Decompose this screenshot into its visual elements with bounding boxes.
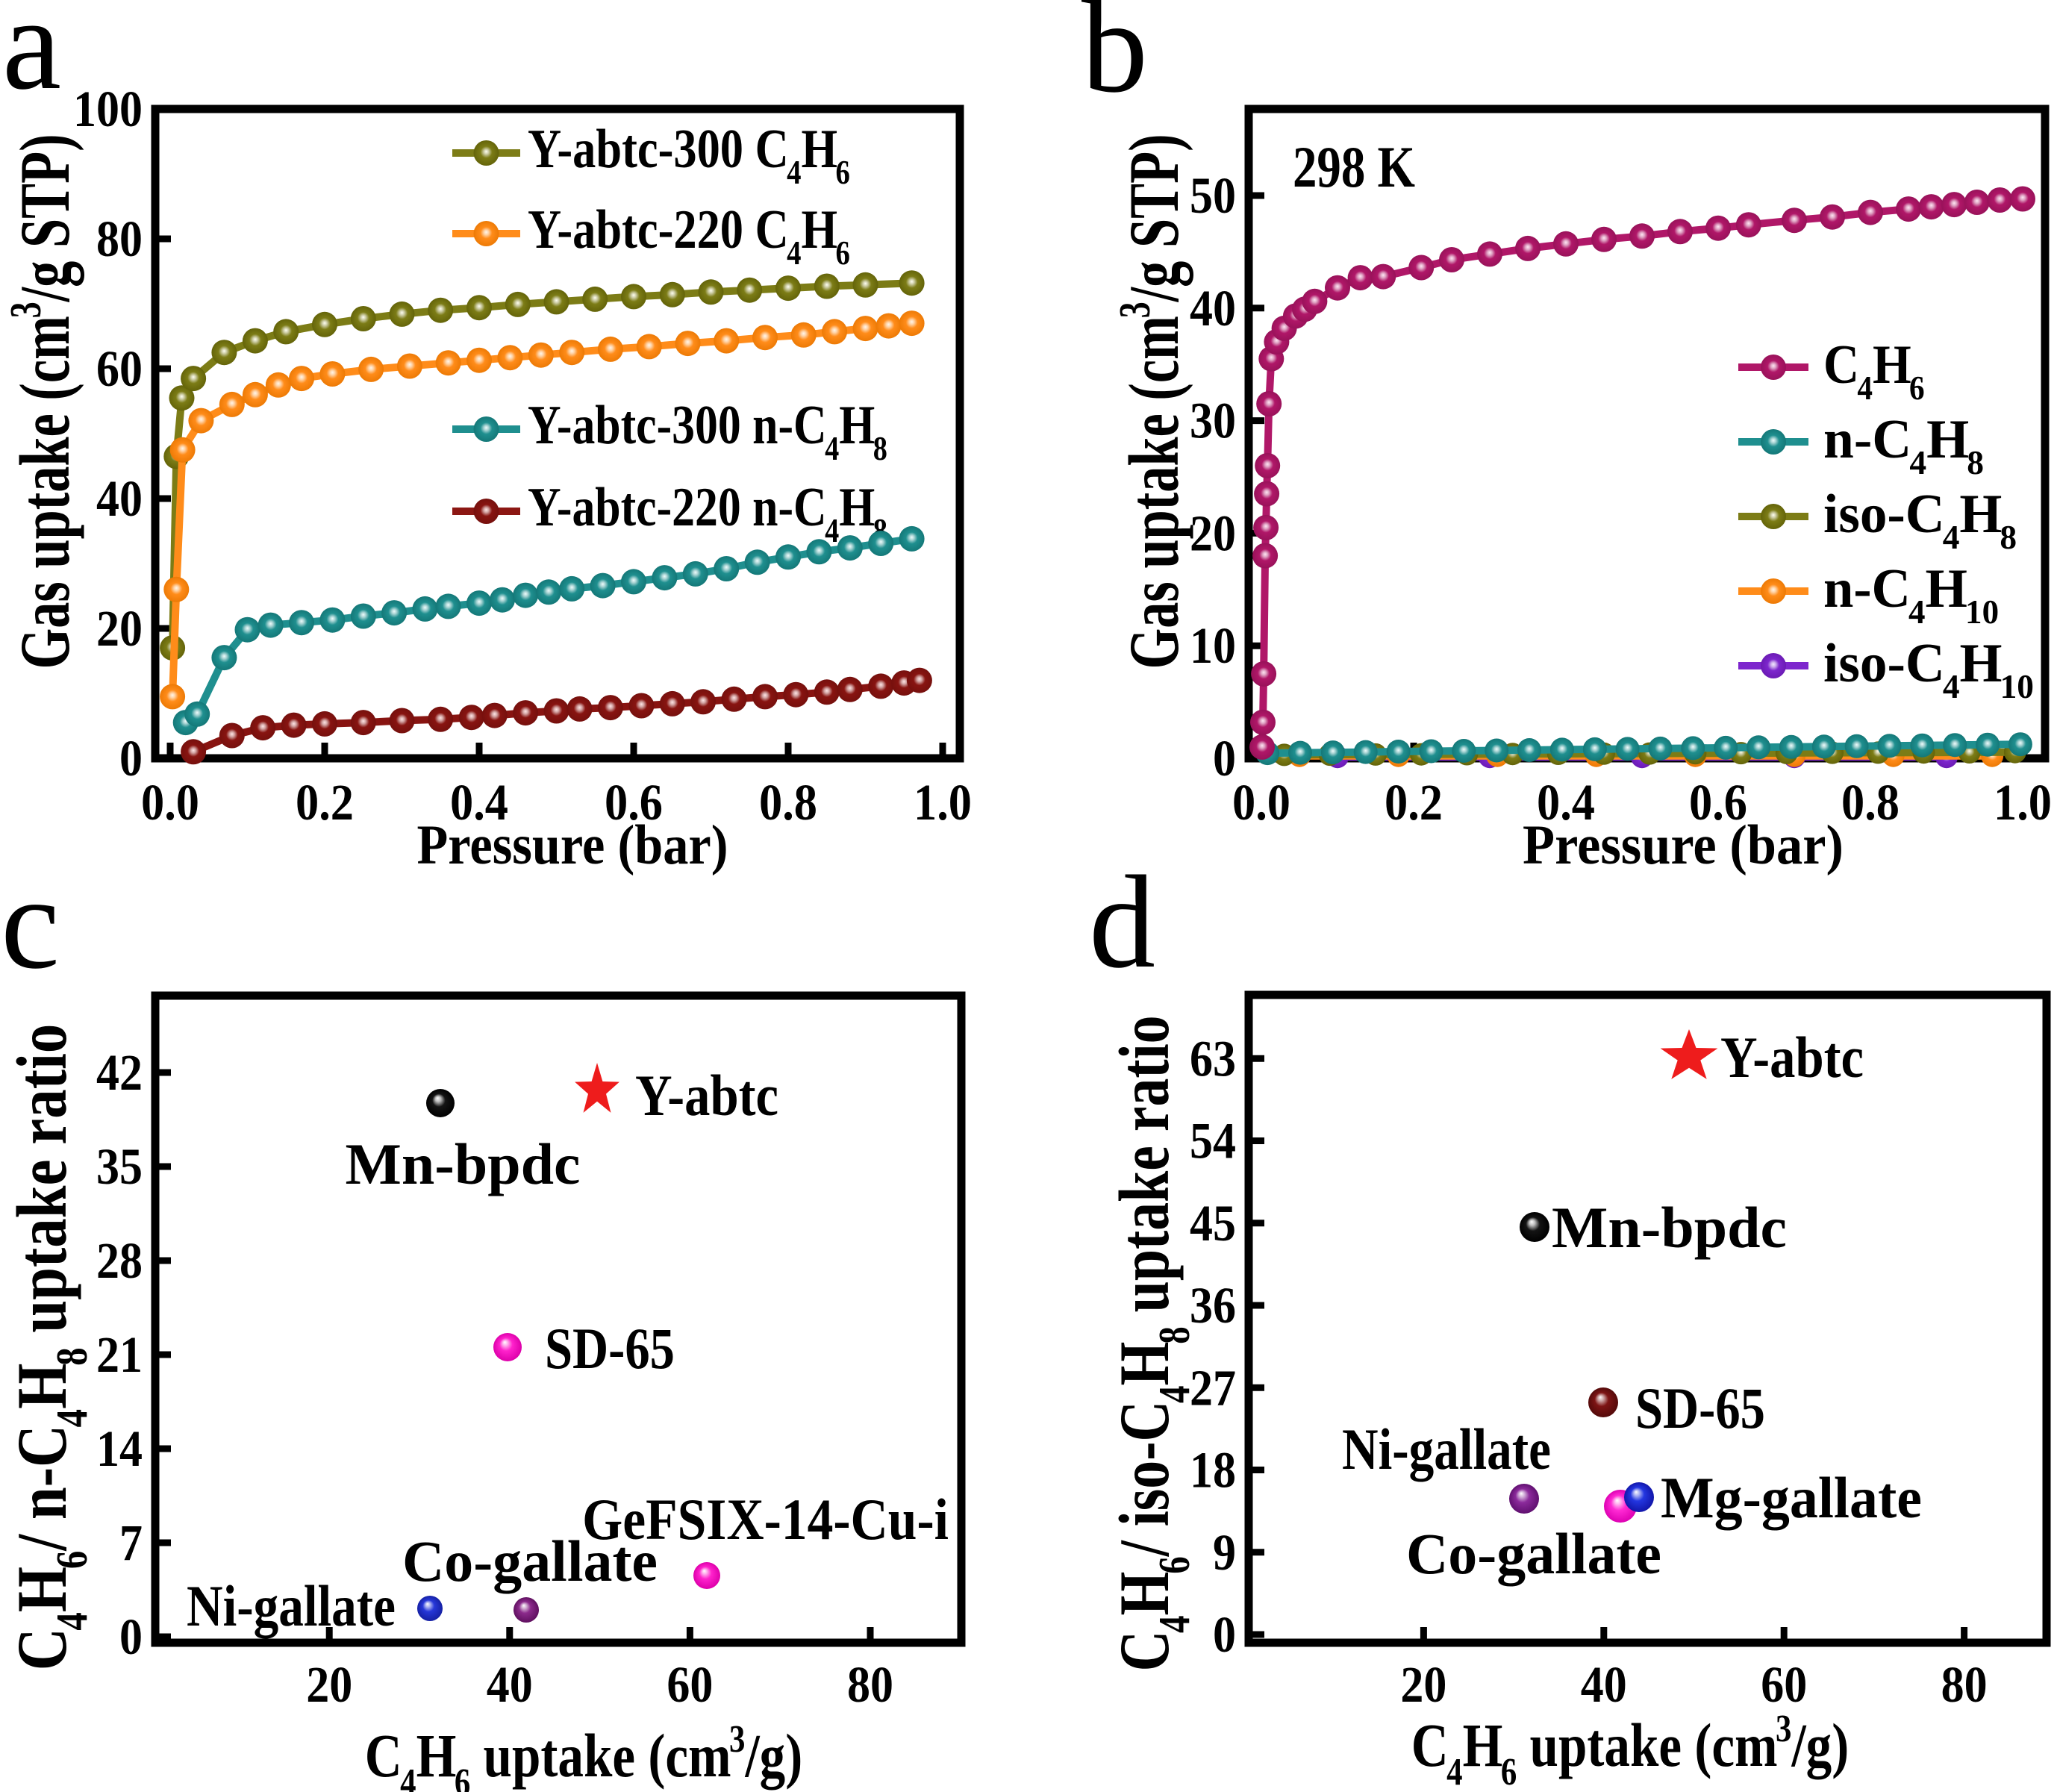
svg-text:54: 54 [1190,1113,1236,1170]
svg-text:40: 40 [96,470,143,527]
svg-text:0.4: 0.4 [450,774,508,831]
svg-text:9: 9 [1213,1524,1236,1581]
svg-text:b: b [1081,0,1148,120]
svg-text:63: 63 [1190,1030,1236,1087]
svg-text:Gas uptake (cm3/g STP): Gas uptake (cm3/g STP) [1111,134,1194,669]
svg-text:Y-abtc-220 C4H6: Y-abtc-220 C4H6 [528,199,850,272]
svg-text:C4H6 uptake (cm3/g): C4H6 uptake (cm3/g) [365,1718,802,1792]
svg-text:Y-abtc-300 C4H6: Y-abtc-300 C4H6 [528,118,850,192]
svg-text:Y-abtc-300 n-C4H8: Y-abtc-300 n-C4H8 [528,394,887,468]
svg-text:1.0: 1.0 [914,774,972,831]
svg-text:Mn-bpdc: Mn-bpdc [1552,1196,1787,1261]
svg-text:Gas uptake (cm3/g STP): Gas uptake (cm3/g STP) [2,134,85,669]
svg-text:Ni-gallate: Ni-gallate [1342,1417,1551,1482]
svg-text:80: 80 [1941,1656,1988,1713]
svg-text:0.0: 0.0 [141,774,199,831]
svg-text:0.2: 0.2 [1385,774,1443,831]
svg-text:42: 42 [96,1044,143,1101]
svg-text:Y-abtc: Y-abtc [635,1064,778,1128]
svg-text:28: 28 [96,1232,143,1289]
svg-text:50: 50 [1190,167,1236,224]
svg-text:40: 40 [487,1656,533,1713]
svg-text:Ni-gallate: Ni-gallate [187,1573,396,1638]
svg-text:60: 60 [1761,1656,1807,1713]
svg-text:C4H6/ iso-C4H8 uptake ratio: C4H6/ iso-C4H8 uptake ratio [1105,1015,1199,1671]
svg-text:iso-C4H8: iso-C4H8 [1823,483,2017,556]
svg-text:35: 35 [96,1138,143,1195]
svg-text:18: 18 [1190,1442,1236,1499]
svg-text:0: 0 [1213,1606,1236,1663]
svg-text:Pressure (bar): Pressure (bar) [417,814,728,876]
svg-text:80: 80 [96,210,143,267]
svg-text:10: 10 [1190,617,1236,674]
svg-text:0.2: 0.2 [296,774,354,831]
svg-text:n-C4H10: n-C4H10 [1823,558,1999,631]
svg-text:21: 21 [96,1326,143,1383]
svg-text:SD-65: SD-65 [545,1316,675,1381]
svg-text:iso-C4H10: iso-C4H10 [1823,632,2034,705]
svg-text:20: 20 [306,1656,352,1713]
svg-text:0: 0 [1213,730,1236,787]
svg-text:GeFSIX-14-Cu-i: GeFSIX-14-Cu-i [582,1487,949,1552]
svg-text:20: 20 [1190,505,1236,561]
svg-text:0.8: 0.8 [1841,774,1900,831]
svg-text:60: 60 [96,340,143,397]
svg-text:n-C4H8: n-C4H8 [1823,408,1984,481]
svg-text:298 K: 298 K [1293,134,1415,199]
svg-text:30: 30 [1190,393,1236,449]
svg-text:Mn-bpdc: Mn-bpdc [346,1133,581,1197]
svg-text:20: 20 [96,600,143,657]
svg-text:36: 36 [1190,1277,1236,1334]
svg-text:80: 80 [847,1656,893,1713]
svg-text:0.0: 0.0 [1232,774,1290,831]
svg-text:Mg-gallate: Mg-gallate [1661,1465,1922,1530]
svg-text:C4H6 uptake (cm3/g): C4H6 uptake (cm3/g) [1411,1708,1849,1792]
svg-text:100: 100 [73,81,143,137]
svg-text:0.4: 0.4 [1537,774,1595,831]
svg-text:40: 40 [1581,1656,1627,1713]
svg-text:7: 7 [119,1514,143,1571]
svg-text:0: 0 [119,730,143,787]
svg-text:Pressure (bar): Pressure (bar) [1523,814,1844,875]
svg-text:40: 40 [1190,280,1236,337]
svg-text:C4H6: C4H6 [1823,334,1925,408]
svg-text:SD-65: SD-65 [1635,1376,1765,1440]
svg-text:0.6: 0.6 [605,774,663,831]
svg-text:0: 0 [119,1608,143,1665]
svg-text:0.8: 0.8 [759,774,817,831]
svg-text:1.0: 1.0 [1994,774,2052,831]
svg-text:C4H6/ n-C4H8 uptake ratio: C4H6/ n-C4H8 uptake ratio [2,1024,96,1671]
svg-text:d: d [1089,848,1155,996]
svg-text:20: 20 [1400,1656,1446,1713]
svg-text:c: c [1,849,60,996]
svg-text:60: 60 [667,1656,713,1713]
svg-text:45: 45 [1190,1195,1236,1252]
svg-text:Y-abtc-220 n-C4H8: Y-abtc-220 n-C4H8 [528,476,887,550]
svg-text:27: 27 [1190,1359,1236,1416]
svg-text:Y-abtc: Y-abtc [1720,1025,1864,1090]
svg-text:14: 14 [96,1420,143,1477]
svg-text:0.6: 0.6 [1689,774,1747,831]
svg-text:Co-gallate: Co-gallate [402,1529,658,1593]
svg-text:a: a [2,0,61,117]
svg-text:Co-gallate: Co-gallate [1406,1522,1661,1586]
